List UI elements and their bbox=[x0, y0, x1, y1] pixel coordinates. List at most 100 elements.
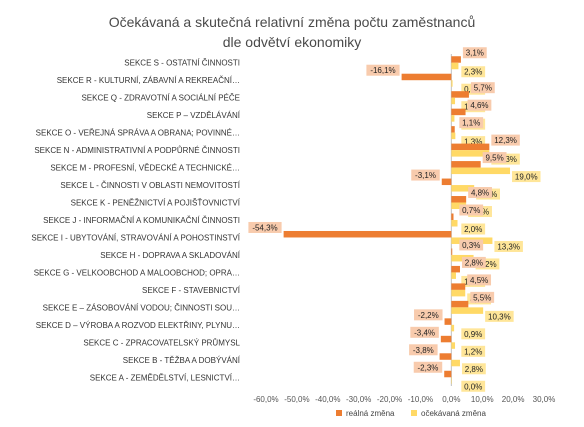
data-label-real: 4,5% bbox=[470, 276, 488, 285]
data-label-expected-bg bbox=[461, 380, 486, 392]
bar-real bbox=[451, 108, 466, 116]
data-label-real: -54,3% bbox=[252, 223, 277, 232]
bar-expected bbox=[451, 97, 456, 105]
legend-label-real: reálná změna bbox=[346, 409, 395, 418]
bar-expected bbox=[451, 150, 490, 157]
data-label-real: -3,4% bbox=[414, 328, 435, 337]
data-label-real-bg bbox=[366, 64, 400, 76]
bar-real bbox=[439, 353, 452, 360]
category-label: SEKCE L - ČINNOSTI V OBLASTI NEMOVITOSTÍ bbox=[60, 181, 240, 190]
bar-real bbox=[451, 248, 453, 255]
legend: reálná změna očekávaná změna bbox=[336, 409, 486, 418]
data-label-expected-bg bbox=[461, 363, 486, 375]
data-label-expected: 13,3% bbox=[497, 242, 520, 251]
data-label-expected: 2,8% bbox=[465, 365, 483, 374]
plot-area: SEKCE S - OSTATNÍ ČINNOSTI 3,1% 2,3% SEKCE … bbox=[31, 47, 555, 404]
x-tick-label: 30,0% bbox=[533, 395, 556, 404]
legend-swatch-real bbox=[336, 410, 342, 416]
category-label: SEKCE P – VZDĚLÁVÁNÍ bbox=[147, 111, 241, 120]
bar-expected bbox=[451, 62, 459, 70]
data-label-expected-bg bbox=[461, 328, 486, 340]
category-label: SEKCE N - ADMINISTRATIVNÍ A PODPŮRNÉ ČIN… bbox=[34, 146, 240, 155]
category-label: SEKCE J - INFORMAČNÍ A KOMUNIKAČNÍ ČINNO… bbox=[43, 216, 240, 225]
data-label-real: 0,3% bbox=[462, 241, 480, 250]
data-label-expected: 2,3% bbox=[464, 68, 482, 77]
bar-real bbox=[451, 196, 467, 203]
data-label-real: 5,7% bbox=[474, 84, 492, 93]
chart-title-line-1: Očekávaná a skutečná relativní změna poč… bbox=[109, 14, 476, 30]
bar-expected bbox=[451, 342, 456, 349]
data-label-real-bg bbox=[482, 152, 507, 164]
data-label-real: 3,1% bbox=[466, 49, 484, 58]
bar-real bbox=[440, 335, 452, 343]
bar-real bbox=[451, 300, 469, 308]
x-tick-label: -30,0% bbox=[346, 395, 371, 404]
data-label-real: 9,5% bbox=[485, 154, 503, 163]
data-label-expected: 2,0% bbox=[464, 225, 482, 234]
data-label-expected: 7,2% bbox=[478, 260, 496, 269]
bar-real bbox=[451, 91, 469, 98]
data-label-real: -2,3% bbox=[418, 363, 439, 372]
x-tick-label: 10,0% bbox=[471, 395, 494, 404]
x-tick-label: 0,0% bbox=[442, 395, 460, 404]
legend-label-expected: očekávaná změna bbox=[421, 409, 486, 418]
category-label: SEKCE Q - ZDRAVOTNÍ A SOCIÁLNÍ PÉČE bbox=[81, 94, 240, 103]
data-label-real-bg bbox=[248, 221, 282, 233]
data-label-real: -2,2% bbox=[418, 311, 439, 320]
bar-expected bbox=[451, 132, 456, 140]
x-tick-label: -50,0% bbox=[284, 395, 309, 404]
x-tick-label: -20,0% bbox=[377, 395, 402, 404]
data-label-real-bg bbox=[467, 274, 492, 286]
bar-real bbox=[451, 283, 466, 290]
data-label-expected: 0,9% bbox=[464, 330, 482, 339]
bar-expected bbox=[451, 220, 458, 227]
data-label-real-bg bbox=[414, 309, 443, 321]
data-label-expected-bg bbox=[461, 136, 486, 148]
data-label-real: -16,1% bbox=[370, 66, 395, 75]
data-label-real-bg bbox=[459, 204, 484, 216]
data-label-real: 2,8% bbox=[465, 258, 483, 267]
legend-swatch-expected bbox=[411, 410, 417, 416]
category-label: SEKCE O - VEŘEJNÁ SPRÁVA A OBRANA; POVIN… bbox=[36, 129, 240, 138]
category-label: SEKCE R - KULTURNÍ, ZÁBAVNÍ A REKREAČNÍ… bbox=[57, 76, 240, 85]
bar-real bbox=[451, 213, 454, 220]
data-label-real: 5,5% bbox=[473, 293, 491, 302]
data-label-real: 1,1% bbox=[462, 119, 480, 128]
category-label: SEKCE K - PENĚŽNICTVÍ A POJIŠŤOVNICTVÍ bbox=[71, 199, 241, 208]
bar-expected bbox=[451, 115, 455, 122]
category-label: SEKCE M - PROFESNÍ, VĚDECKÉ A TECHNICKÉ… bbox=[50, 164, 240, 173]
x-tick-label: 20,0% bbox=[502, 395, 525, 404]
bar-real bbox=[451, 126, 455, 133]
bar-expected bbox=[451, 80, 453, 87]
data-label-expected-bg bbox=[475, 258, 500, 270]
bar-expected bbox=[451, 324, 455, 332]
data-label-real: -3,1% bbox=[415, 171, 436, 180]
data-label-real: 0,7% bbox=[462, 206, 480, 215]
chart-title-line-2: dle odvětví ekonomiky bbox=[223, 34, 362, 50]
data-label-real: 4,6% bbox=[470, 101, 488, 110]
bar-expected bbox=[451, 202, 467, 210]
data-label-expected-bg bbox=[461, 345, 486, 357]
data-label-real-bg bbox=[467, 99, 492, 111]
bar-expected bbox=[451, 167, 511, 175]
category-label: SEKCE F - STAVEBNICTVÍ bbox=[142, 286, 241, 295]
data-label-real-bg bbox=[411, 169, 440, 181]
x-tick-label: -60,0% bbox=[253, 395, 278, 404]
data-label-real: 12,3% bbox=[494, 136, 517, 145]
bar-real bbox=[283, 230, 452, 238]
bar-expected bbox=[451, 307, 484, 314]
category-label: SEKCE H - DOPRAVA A SKLADOVÁNÍ bbox=[100, 251, 241, 260]
x-tick-label: -10,0% bbox=[408, 395, 433, 404]
bar-real bbox=[451, 56, 461, 63]
data-label-real-bg bbox=[459, 117, 484, 129]
data-label-real-bg bbox=[410, 326, 439, 338]
category-label: SEKCE B - TĚŽBA A DOBÝVÁNÍ bbox=[123, 356, 241, 365]
data-label-real-bg bbox=[409, 344, 438, 356]
data-label-real-bg bbox=[491, 134, 520, 146]
bar-real bbox=[444, 318, 452, 325]
bar-real bbox=[401, 73, 452, 81]
data-label-real-bg bbox=[470, 291, 495, 303]
data-label-real-bg bbox=[461, 256, 486, 268]
data-label-expected: 19,0% bbox=[515, 173, 538, 182]
